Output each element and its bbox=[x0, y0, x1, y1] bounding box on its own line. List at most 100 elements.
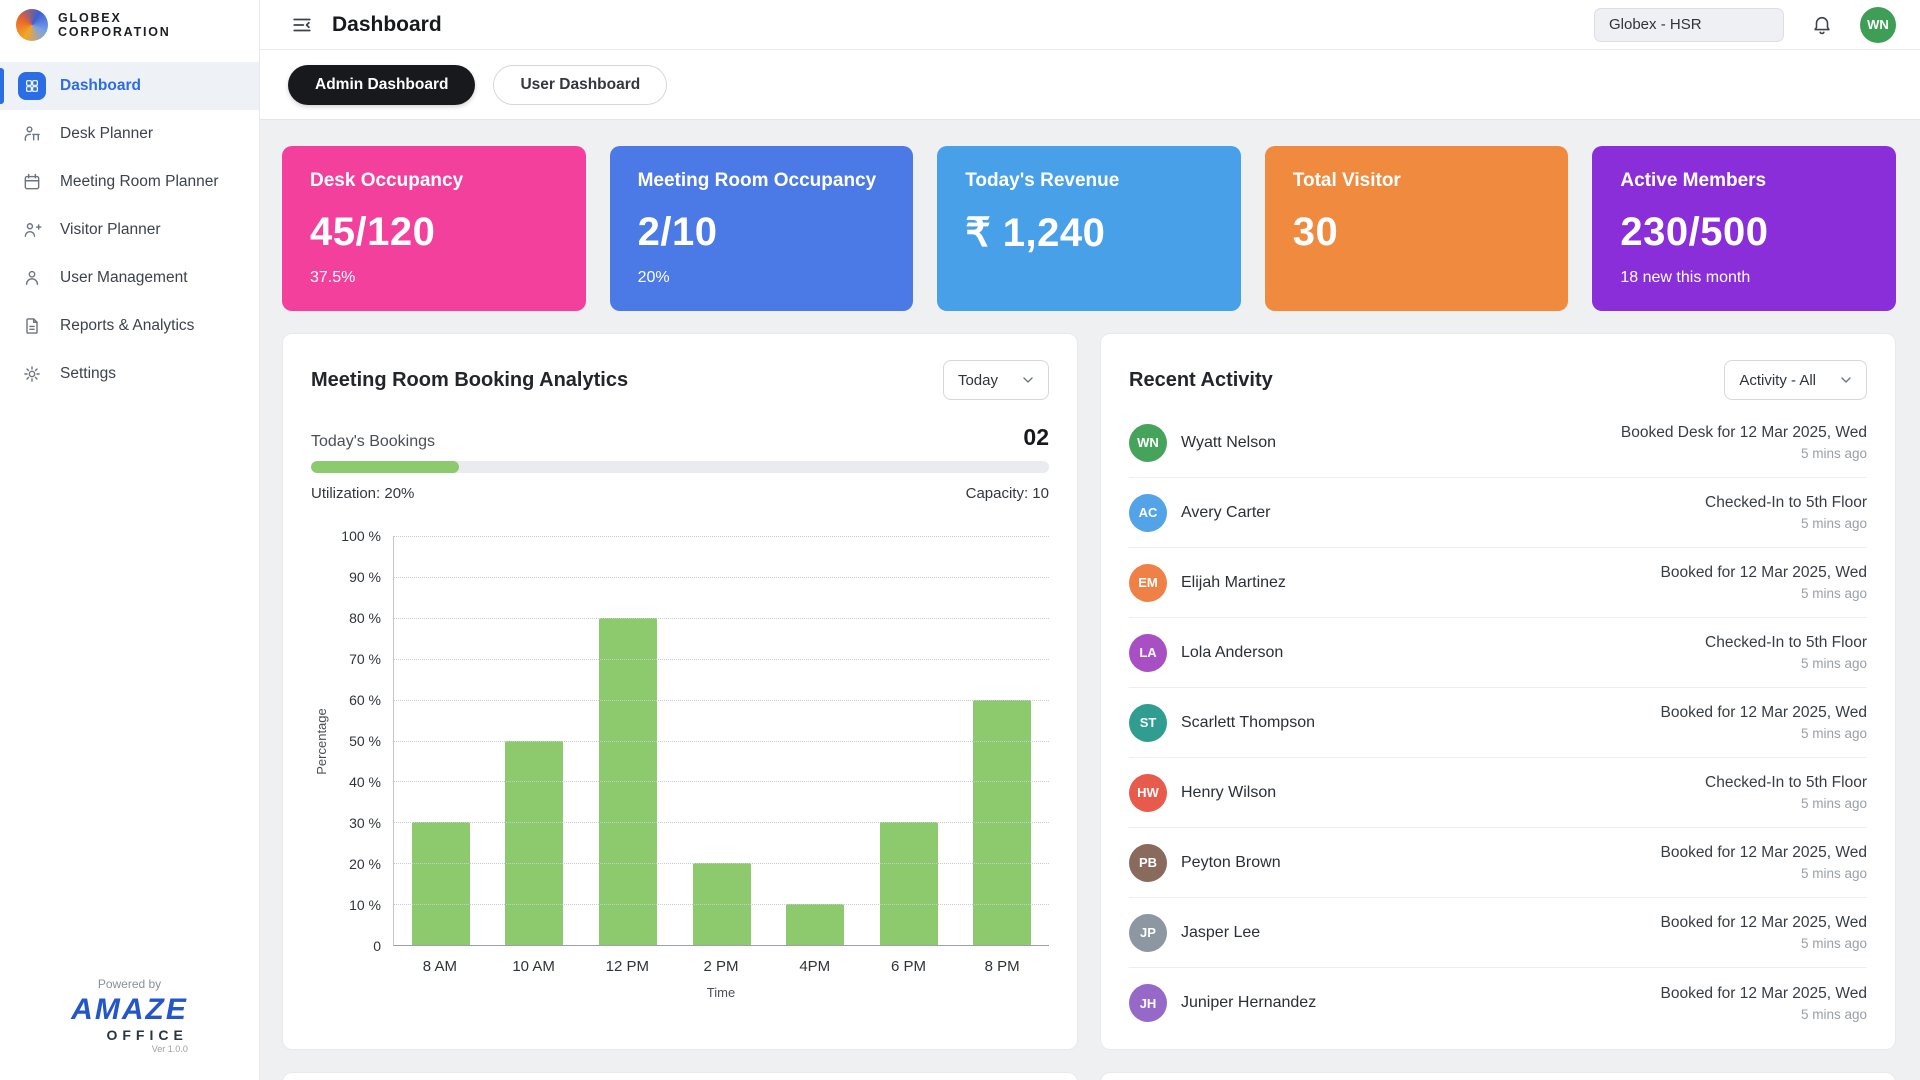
calendar-icon bbox=[18, 168, 46, 196]
gridline bbox=[394, 617, 1049, 619]
stats-row: Desk Occupancy 45/120 37.5% Meeting Room… bbox=[282, 146, 1896, 311]
x-axis-title: Time bbox=[706, 985, 736, 1000]
sidebar-item-label: Dashboard bbox=[60, 77, 141, 94]
avatar: WN bbox=[1129, 423, 1167, 462]
amaze-office-logo: AMAZE OFFICE Ver 1.0.0 bbox=[71, 995, 188, 1055]
todays-bookings-value: 02 bbox=[1023, 424, 1049, 450]
activity-time: 5 mins ago bbox=[1800, 936, 1867, 951]
dashboard-tabs: Admin Dashboard User Dashboard bbox=[260, 50, 1920, 120]
sidebar-item-label: Reports & Analytics bbox=[60, 317, 195, 334]
activity-row: WN Wyatt Nelson Booked Desk for 12 Mar 2… bbox=[1129, 408, 1867, 478]
powered-by-label: Powered by bbox=[97, 977, 162, 991]
activity-row: ST Scarlett Thompson Booked for 12 Mar 2… bbox=[1129, 688, 1867, 758]
activity-row: EM Elijah Martinez Booked for 12 Mar 202… bbox=[1129, 548, 1867, 618]
utilization-progress-bar bbox=[311, 461, 1049, 473]
activity-time: 5 mins ago bbox=[1800, 516, 1867, 531]
gridline bbox=[394, 536, 1049, 537]
bar-10-am bbox=[505, 740, 564, 945]
sidebar-item-user-management[interactable]: User Management bbox=[0, 254, 259, 302]
user-avatar[interactable]: WN bbox=[1860, 6, 1896, 43]
sidebar-item-dashboard[interactable]: Dashboard bbox=[0, 62, 259, 110]
activity-action: Checked-In to 5th Floor bbox=[1705, 774, 1867, 791]
activity-name: Jasper Lee bbox=[1181, 923, 1261, 941]
gridline bbox=[394, 740, 1049, 742]
sidebar-toggle-icon[interactable] bbox=[288, 11, 316, 39]
y-tick-label: 60 % bbox=[349, 692, 381, 708]
bottom-panel-stub-left bbox=[282, 1072, 1078, 1080]
avatar: AC bbox=[1129, 493, 1167, 532]
avatar: LA bbox=[1129, 633, 1167, 672]
avatar: EM bbox=[1129, 563, 1167, 602]
sidebar-item-visitor-planner[interactable]: Visitor Planner bbox=[0, 206, 259, 254]
location-selector[interactable]: Globex - HSR bbox=[1594, 7, 1784, 42]
chart-y-ticks: 100 % 90 % 80 % 70 % 60 % 50 % 40 % 30 % 20 % 10 … bbox=[331, 528, 393, 954]
stat-value: 2/10 bbox=[637, 210, 718, 254]
bell-icon bbox=[1814, 16, 1830, 34]
date-range-dropdown[interactable]: Today bbox=[942, 360, 1049, 400]
activity-action: Booked for 12 Mar 2025, Wed bbox=[1660, 564, 1867, 581]
bottom-panels-peek bbox=[282, 1072, 1896, 1080]
utilization-progress-fill bbox=[311, 461, 459, 473]
dashboard-icon bbox=[18, 72, 46, 100]
activity-name: Juniper Hernandez bbox=[1181, 994, 1317, 1011]
activity-action: Booked for 12 Mar 2025, Wed bbox=[1660, 914, 1867, 931]
office-logo-text: OFFICE bbox=[106, 1027, 188, 1043]
sidebar-nav: Dashboard Desk Planner Meeting Room Plan… bbox=[0, 50, 259, 398]
report-icon bbox=[18, 312, 46, 340]
activity-name: Henry Wilson bbox=[1181, 783, 1277, 801]
activity-row: JP Jasper Lee Booked for 12 Mar 2025, We… bbox=[1129, 898, 1867, 968]
avatar: PB bbox=[1129, 843, 1167, 882]
sidebar-item-settings[interactable]: Settings bbox=[0, 350, 259, 398]
activity-action: Booked for 12 Mar 2025, Wed bbox=[1660, 984, 1867, 1002]
gridline bbox=[394, 904, 1049, 906]
brand-name-line2: CORPORATION bbox=[58, 25, 171, 39]
chart-plot bbox=[393, 536, 1049, 946]
stat-subtext: 20% bbox=[637, 269, 670, 286]
top-bar-right: Globex - HSR WN bbox=[1594, 6, 1896, 43]
activity-time: 5 mins ago bbox=[1800, 586, 1867, 601]
sidebar-item-label: Meeting Room Planner bbox=[60, 173, 219, 190]
sidebar-item-label: Desk Planner bbox=[60, 125, 154, 142]
chart-x-labels: 8 AM 10 AM 12 PM 2 PM 4PM 6 PM 8 PM bbox=[393, 958, 1049, 975]
globex-logo-icon bbox=[16, 9, 48, 41]
gridline bbox=[394, 658, 1049, 660]
activity-name: Elijah Martinez bbox=[1181, 573, 1286, 591]
avatar: JH bbox=[1129, 984, 1167, 1022]
stat-card-todays-revenue: Today's Revenue ₹ 1,240 bbox=[937, 146, 1241, 311]
activity-time: 5 mins ago bbox=[1800, 726, 1867, 741]
tab-admin-dashboard[interactable]: Admin Dashboard bbox=[288, 64, 476, 105]
todays-bookings-row: Today's Bookings 02 bbox=[311, 424, 1049, 451]
stat-card-total-visitor: Total Visitor 30 bbox=[1264, 146, 1569, 311]
chevron-down-icon bbox=[1023, 377, 1033, 383]
booking-analytics-panel: Meeting Room Booking Analytics Today Tod… bbox=[282, 333, 1078, 1050]
notifications-button[interactable] bbox=[1808, 11, 1836, 39]
sidebar-item-label: Visitor Planner bbox=[60, 221, 161, 238]
stat-value: ₹ 1,240 bbox=[965, 211, 1106, 255]
stat-title: Total Visitor bbox=[1292, 170, 1401, 191]
sidebar-item-label: Settings bbox=[60, 365, 117, 382]
x-tick-label: 6 PM bbox=[890, 958, 926, 975]
sidebar-item-desk-planner[interactable]: Desk Planner bbox=[0, 110, 259, 158]
stat-value: 30 bbox=[1292, 210, 1339, 254]
todays-bookings-label: Today's Bookings bbox=[311, 433, 436, 450]
analytics-panel-title: Meeting Room Booking Analytics bbox=[311, 368, 629, 391]
sidebar-item-reports-analytics[interactable]: Reports & Analytics bbox=[0, 302, 259, 350]
stat-title: Today's Revenue bbox=[965, 170, 1120, 191]
tab-user-dashboard[interactable]: User Dashboard bbox=[493, 64, 668, 105]
brand-name-line1: GLOBEX bbox=[58, 10, 122, 25]
capacity-label: Capacity: 10 bbox=[965, 485, 1049, 502]
y-tick-label: 90 % bbox=[349, 569, 381, 585]
y-tick-label: 40 % bbox=[349, 774, 381, 790]
activity-filter-dropdown[interactable]: Activity - All bbox=[1724, 360, 1867, 400]
activity-action: Checked-In to 5th Floor bbox=[1705, 634, 1867, 651]
avatar: ST bbox=[1129, 703, 1167, 742]
activity-list: WN Wyatt Nelson Booked Desk for 12 Mar 2… bbox=[1129, 408, 1867, 1049]
sidebar-item-meeting-room-planner[interactable]: Meeting Room Planner bbox=[0, 158, 259, 206]
bottom-panel-stub-right bbox=[1100, 1072, 1896, 1080]
activity-time: 5 mins ago bbox=[1800, 866, 1867, 881]
gridline bbox=[394, 576, 1049, 578]
activity-name: Avery Carter bbox=[1181, 503, 1271, 521]
activity-action: Checked-In to 5th Floor bbox=[1705, 494, 1867, 511]
stat-card-active-members: Active Members 230/500 18 new this month bbox=[1592, 146, 1896, 311]
